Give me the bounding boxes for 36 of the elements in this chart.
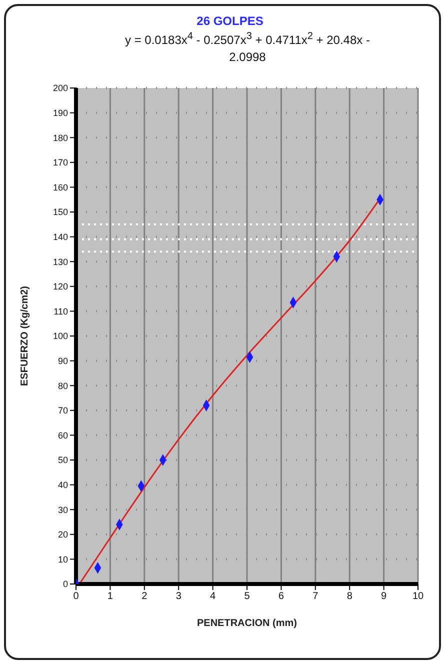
- y-tick-label: 120: [52, 282, 68, 292]
- y-tick-label: 100: [52, 331, 68, 342]
- y-tick-label: 180: [52, 132, 68, 143]
- y-tick-label: 30: [58, 504, 68, 515]
- y-tick-label: 60: [58, 430, 68, 440]
- y-tick-label: 130: [52, 256, 68, 267]
- y-tick-label: 160: [52, 182, 68, 192]
- x-tick-label: 9: [381, 591, 388, 602]
- y-tick-label: 150: [52, 207, 68, 218]
- x-tick-label: 0: [73, 591, 80, 602]
- y-tick-label: 140: [52, 232, 68, 242]
- text: y = 0.0183x$^{4}$ - 0.2507x$^{3}$ + 0.4711x$^{2}$ + 20.48x - 2.0998: [125, 31, 370, 64]
- y-tick-label: 70: [58, 406, 68, 416]
- x-tick-label: 2: [142, 591, 148, 602]
- chart-title: 26 GOLPES: [196, 14, 264, 28]
- x-tick-label: 3: [176, 591, 182, 602]
- y-tick-label: 50: [58, 455, 68, 466]
- y-tick-label: 20: [58, 530, 68, 540]
- y-tick-label: 190: [52, 108, 68, 118]
- x-tick-label: 6: [278, 591, 284, 602]
- y-tick-label: 80: [58, 380, 68, 391]
- y-tick-label: 10: [58, 554, 68, 564]
- y-tick-label: 170: [52, 158, 68, 168]
- y-tick-label: 0: [62, 579, 68, 590]
- y-tick-label: 90: [58, 356, 68, 366]
- x-tick-label: 4: [210, 591, 216, 602]
- x-axis-title: PENETRACION (mm): [196, 618, 298, 629]
- y-tick-label: 40: [58, 480, 68, 490]
- x-tick-label: 7: [312, 591, 319, 602]
- x-tick-label: 5: [244, 591, 250, 602]
- x-tick-label: 1: [107, 591, 114, 602]
- y-axis-title: ESFUERZO (Kg/cm2): [20, 286, 31, 386]
- x-tick-label: 10: [412, 591, 424, 602]
- y-tick-label: 110: [54, 306, 68, 316]
- x-tick-label: 8: [346, 591, 353, 602]
- y-tick-label: 200: [52, 83, 68, 94]
